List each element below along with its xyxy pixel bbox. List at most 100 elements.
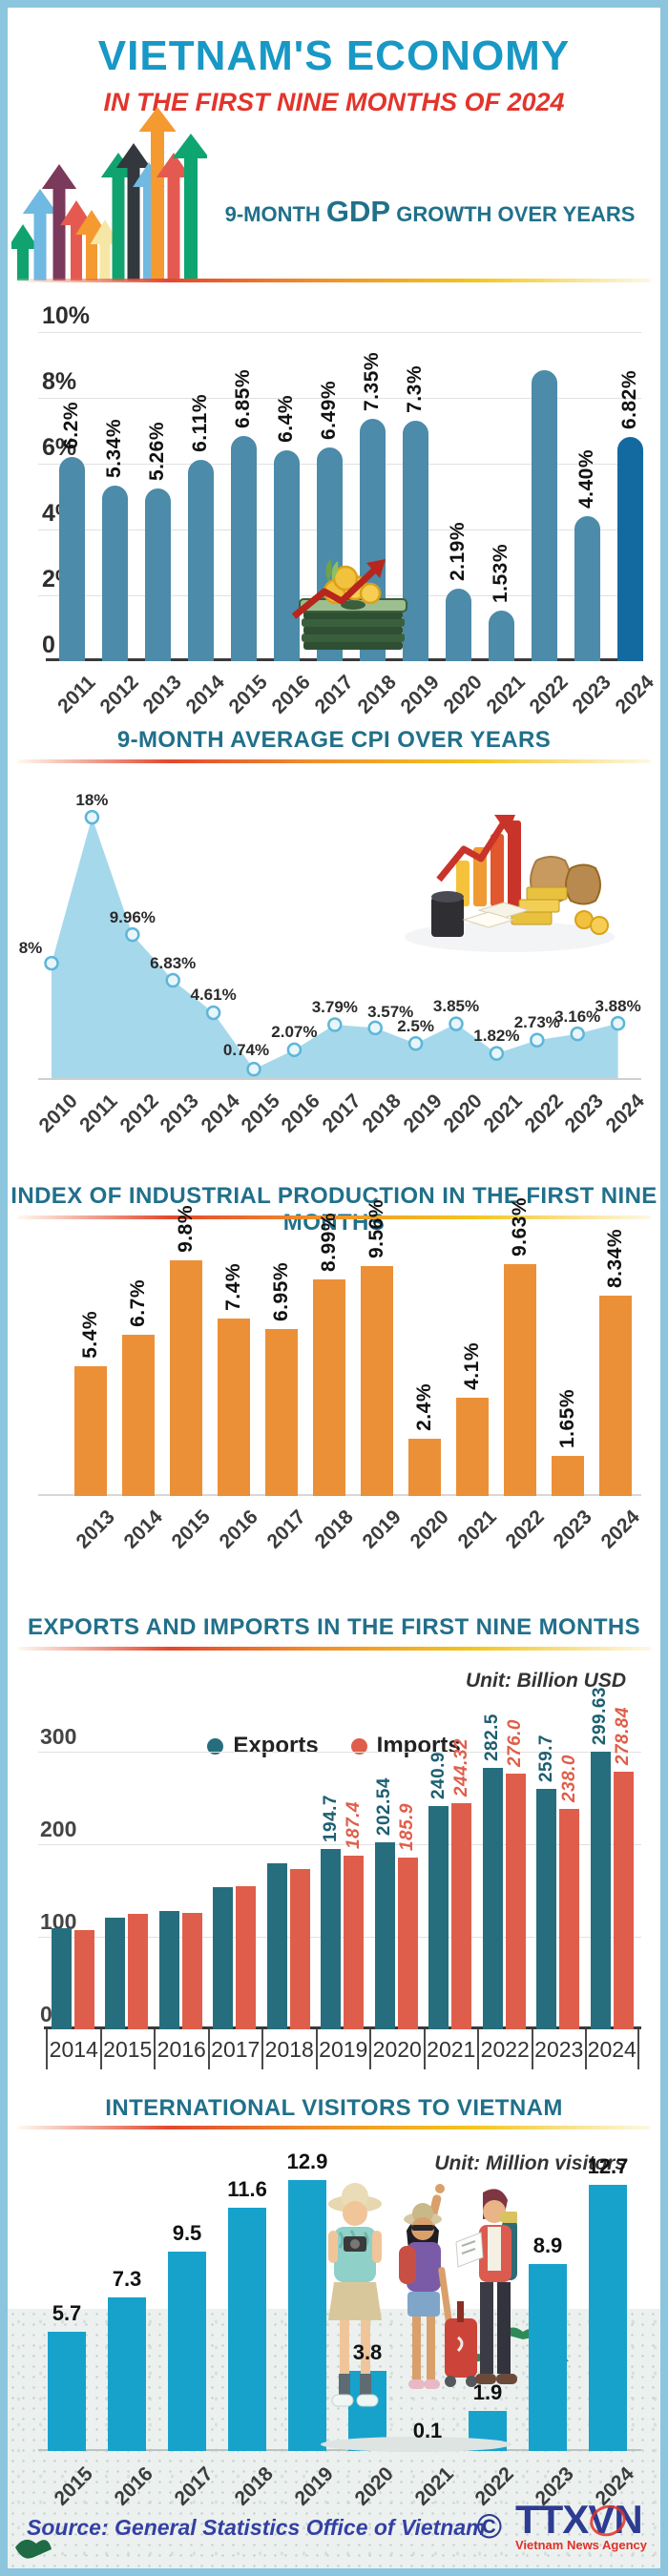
gdp-bar-value-label: 7.3% [404, 365, 426, 413]
iip-x-axis-label: 2023 [549, 1506, 596, 1553]
trade-year-label: 2015 [99, 2029, 155, 2069]
gdp-bar-value-label: 2.19% [447, 521, 469, 581]
growth-arrows-illustration [11, 107, 207, 280]
cpi-x-axis-label: 2020 [439, 1090, 487, 1137]
cpi-point-label: 3.85% [432, 997, 480, 1016]
imports-bar-value-label: 185.9 [397, 1802, 417, 1851]
page-subtitle: IN THE FIRST NINE MONTHS OF 2024 [103, 88, 565, 116]
gdp-bar-value-label: 6.11% [189, 394, 211, 452]
iip-x-axis-label: 2020 [406, 1506, 453, 1553]
up-arrow-icon [138, 107, 177, 280]
visitors-unit-label: Unit: Million visitors [434, 2152, 626, 2174]
up-arrow-icon [172, 134, 207, 280]
trade-ytick-label: 200 [40, 1817, 77, 1841]
iip-x-axis-label: 2021 [453, 1506, 501, 1553]
gdp-section-heading: 9-MONTH GDP GROWTH OVER YEARS [213, 195, 647, 229]
gdp-bar-value-label: 7.35% [361, 351, 383, 411]
cpi-marker-2015 [246, 1061, 261, 1077]
iip-x-axis-label: 2017 [262, 1506, 310, 1553]
cpi-x-axis-label: 2022 [520, 1090, 568, 1137]
cpi-point-label: 6.83% [150, 953, 197, 972]
cpi-point-label: 4.61% [190, 986, 237, 1005]
section-divider [17, 2126, 651, 2129]
agency-abbreviation: TTXVN [515, 2497, 643, 2542]
trade-year-label: 2014 [46, 2029, 100, 2069]
exports-legend-dot-icon [207, 1737, 224, 1755]
gdp-x-axis-label: 2018 [353, 671, 401, 718]
exports-bar-2024 [590, 1752, 611, 2029]
exports-bar-2016 [158, 1911, 179, 2029]
imports-bar-2021 [451, 1803, 471, 2029]
iip-x-axis-label: 2015 [167, 1506, 215, 1553]
visitors-bar-2015 [48, 2332, 86, 2451]
up-arrow-icon [11, 224, 39, 280]
cpi-marker-2023 [570, 1026, 585, 1042]
gdp-heading-suffix: GROWTH OVER YEARS [390, 202, 636, 226]
copyright-icon: © [476, 2505, 502, 2545]
gdp-ytick-label: 0 [42, 632, 55, 658]
up-arrow-icon [41, 164, 77, 280]
gdp-bar-2023 [574, 516, 600, 661]
exports-bar-2019 [321, 1849, 341, 2029]
tourist-backpacker-map [455, 2189, 517, 2384]
cpi-section-heading: 9-MONTH AVERAGE CPI OVER YEARS [116, 727, 552, 753]
exports-bar-value-label: 194.7 [320, 1794, 341, 1842]
gdp-bar-2016 [273, 450, 300, 661]
trade-year-label: 2016 [154, 2029, 208, 2069]
gdp-x-axis-label: 2023 [568, 671, 616, 718]
cpi-point-label: 1.82% [473, 1027, 520, 1046]
cpi-point-label: 8% [18, 938, 43, 957]
cpi-point-label: 3.79% [311, 998, 358, 1016]
cpi-x-axis-label: 2024 [601, 1090, 649, 1137]
visitors-bar-value-label: 3.8 [352, 2340, 383, 2364]
exports-bar-value-label: 282.5 [482, 1713, 502, 1761]
iip-bar-2015 [170, 1260, 202, 1496]
visitors-bar-value-label: 7.3 [112, 2267, 142, 2291]
imports-legend-dot-icon [350, 1737, 367, 1755]
agency-logo: © TTXVN Vietnam News Agency [476, 2497, 647, 2553]
cpi-marker-2018 [367, 1020, 383, 1036]
gdp-ytick-label: 8% [42, 368, 77, 395]
cpi-marker-2013 [165, 972, 180, 988]
exports-bar-value-label: 202.54 [374, 1776, 394, 1836]
gdp-x-axis-label: 2012 [95, 671, 143, 718]
gdp-gridline [38, 398, 641, 399]
visitors-bar-2017 [168, 2252, 206, 2451]
gdp-bar-value-label: 4.40% [575, 448, 597, 509]
trade-year-label: 2017 [207, 2029, 262, 2069]
exports-bar-value-label: 240.9 [428, 1751, 449, 1799]
gdp-bar-value-label: 6.85% [232, 368, 254, 428]
cpi-x-axis-label: 2021 [479, 1090, 528, 1137]
visitors-bar-value-label: 9.5 [172, 2221, 202, 2245]
gdp-x-axis-label: 2017 [310, 671, 358, 718]
cpi-marker-2024 [610, 1015, 626, 1031]
iip-bar-2014 [122, 1335, 155, 1496]
gdp-bar-2024 [616, 437, 643, 661]
exports-bar-value-label: 299.63 [590, 1686, 610, 1745]
cpi-marker-2010 [44, 955, 59, 971]
section-divider [17, 1647, 651, 1651]
iip-bar-value-label: 4.1% [461, 1342, 483, 1390]
visitors-bar-2018 [228, 2208, 266, 2451]
cpi-x-axis-label: 2016 [277, 1090, 325, 1137]
cpi-point-label: 18% [75, 790, 109, 809]
cpi-x-axis-label: 2013 [156, 1090, 204, 1137]
trade-year-label: 2018 [261, 2029, 316, 2069]
cpi-point-label: 2.73% [513, 1013, 560, 1032]
money-growth-illustration [291, 559, 407, 650]
iip-bar-2013 [74, 1366, 107, 1496]
visitors-x-axis [38, 2449, 641, 2451]
imports-bar-2014 [73, 1930, 94, 2029]
up-arrow-icon [22, 189, 58, 280]
cpi-x-axis-label: 2017 [318, 1090, 365, 1137]
gdp-x-axis-label: 2014 [181, 671, 229, 718]
gdp-x-axis-label: 2019 [396, 671, 444, 718]
imports-bar-2019 [344, 1856, 364, 2029]
iip-bar-value-label: 8.34% [604, 1228, 626, 1288]
cpi-point-label: 2.5% [397, 1016, 434, 1035]
tourist-man-camera [328, 2183, 382, 2407]
exports-bar-2021 [428, 1806, 449, 2029]
imports-bar-2015 [128, 1914, 148, 2029]
gdp-bar-value-label: 6.2% [60, 402, 82, 449]
cpi-marker-2012 [125, 926, 140, 943]
